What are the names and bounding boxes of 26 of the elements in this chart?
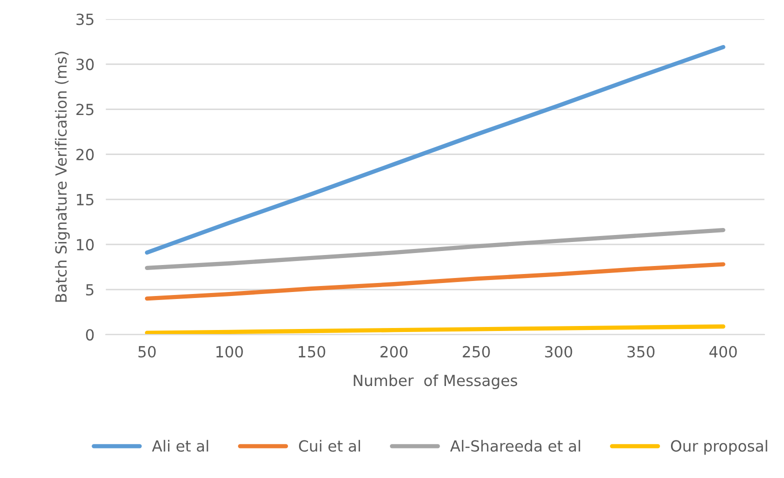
y-tick-label: 10 bbox=[76, 238, 94, 250]
legend-label: Al-Shareeda et al bbox=[450, 440, 580, 452]
x-tick-label: 150 bbox=[298, 346, 326, 358]
y-tick-label: 5 bbox=[86, 284, 94, 296]
y-tick-label: 20 bbox=[76, 148, 94, 160]
x-axis-title: Number of Messages bbox=[354, 374, 518, 390]
y-tick-label: 25 bbox=[76, 104, 94, 116]
legend-label: Ali et al bbox=[152, 440, 208, 452]
x-tick-label: 300 bbox=[545, 346, 572, 358]
y-tick-label: 0 bbox=[86, 329, 94, 341]
x-tick-label: 400 bbox=[709, 346, 737, 358]
legend-label: Our proposal bbox=[670, 440, 768, 455]
y-tick-label: 30 bbox=[76, 58, 94, 70]
line-series bbox=[144, 324, 726, 335]
x-tick-label: 100 bbox=[216, 346, 243, 358]
y-tick-label: 15 bbox=[76, 194, 94, 206]
legend-label: Cui et al bbox=[299, 440, 360, 452]
line-series bbox=[144, 262, 726, 301]
y-axis-title: Batch Signature Verification (ms) bbox=[54, 52, 70, 302]
line-series bbox=[144, 228, 726, 270]
x-tick-label: 200 bbox=[380, 346, 408, 358]
x-tick-label: 250 bbox=[462, 346, 490, 358]
x-tick-label: 350 bbox=[628, 346, 654, 358]
x-tick-label: 50 bbox=[138, 346, 156, 358]
y-tick-label: 35 bbox=[76, 14, 94, 26]
line-series bbox=[144, 44, 726, 255]
